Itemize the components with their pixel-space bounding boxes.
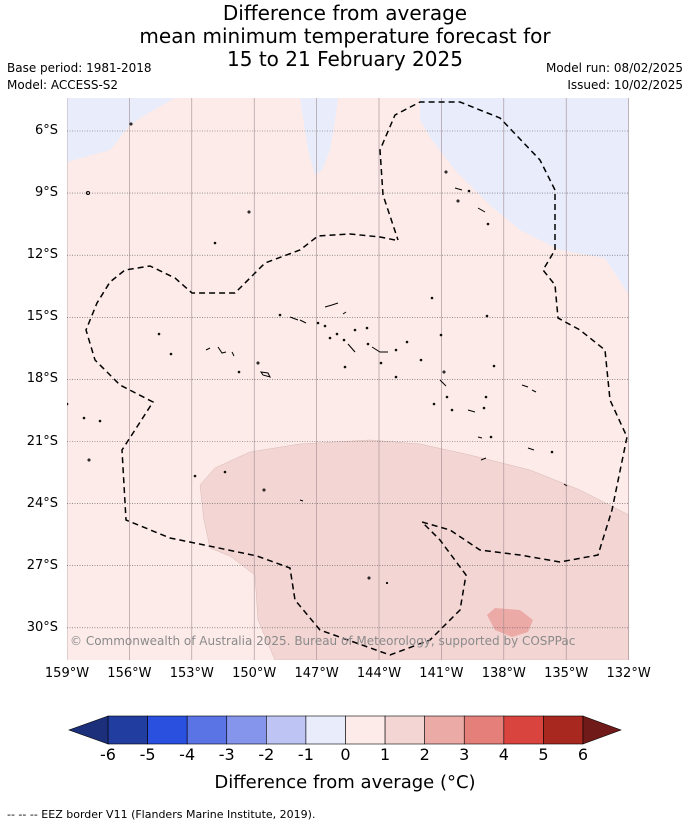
colorbar-under-arrow: [68, 715, 109, 745]
copyright-notice: © Commonwealth of Australia 2025. Bureau…: [70, 634, 576, 648]
latitude-label: 18°S: [26, 371, 58, 387]
latitude-label: 27°S: [26, 557, 58, 573]
longitude-label: 159°W: [44, 666, 90, 681]
eez-borders: [85, 101, 628, 656]
latitude-label: 9°S: [34, 185, 58, 201]
anomaly-region-2-3: [487, 608, 533, 637]
colorbar-tick-label: 3: [459, 745, 470, 764]
latitude-label: 21°S: [26, 433, 58, 449]
eez-legend-note: -- -- -- EEZ border V11 (Flanders Marine…: [7, 808, 316, 821]
latitude-label: 12°S: [26, 247, 58, 263]
longitude-label: 144°W: [356, 666, 402, 681]
colorbar-tick-label: 1: [379, 745, 391, 764]
colorbar-tick-label: 2: [419, 745, 430, 764]
longitude-label: 132°W: [606, 666, 651, 681]
islands: [67, 122, 568, 585]
issued-date: Issued: 10/02/2025: [567, 78, 683, 92]
colorbar-tick-label: 0: [340, 745, 351, 764]
meta-right: Model run: 08/02/2025 Issued: 10/02/2025: [546, 60, 683, 94]
colorbar-tick-label: -4: [179, 745, 196, 764]
latitude-label: 30°S: [26, 619, 58, 635]
colorbar-segment: [147, 715, 188, 745]
colorbar-tick-label: 4: [498, 745, 509, 764]
map-area: [67, 98, 629, 660]
colorbar-segment: [543, 715, 584, 745]
base-period: Base period: 1981-2018: [7, 61, 152, 75]
colorbar-segment: [463, 715, 505, 745]
colorbar-tick-label: -2: [258, 745, 275, 764]
model-run: Model run: 08/02/2025: [545, 61, 683, 75]
longitude-label: 147°W: [294, 666, 339, 681]
title-line-1: Difference from average: [222, 1, 468, 25]
anomaly-region-neg1-0-west: [67, 98, 338, 175]
colorbar-segment: [226, 715, 267, 745]
colorbar-segment: [305, 715, 346, 745]
latitude-label: 24°S: [26, 495, 58, 511]
colorbar-tick-label: 5: [538, 745, 549, 764]
colorbar-segment: [266, 715, 307, 745]
colorbar-tick-label: -6: [100, 745, 116, 764]
longitude-label: 150°W: [232, 666, 277, 681]
model-name: Model: ACCESS-S2: [7, 78, 119, 92]
colorbar-tick-label: -1: [297, 745, 314, 764]
colorbar-segment: [424, 715, 465, 745]
colorbar-tick-label: -5: [139, 745, 156, 764]
map-title: Difference from average mean minimum tem…: [0, 2, 690, 71]
meta-left: Base period: 1981-2018 Model: ACCESS-S2: [7, 60, 152, 94]
title-line-3: 15 to 21 February 2025: [227, 47, 463, 71]
graticule: [67, 98, 629, 660]
colorbar-segment: [186, 715, 228, 745]
colorbar-segment: [503, 715, 544, 745]
longitude-label: 141°W: [419, 666, 464, 681]
latitude-label: 6°S: [34, 123, 58, 138]
longitude-label: 135°W: [544, 666, 589, 681]
anomaly-region-neg1-0-east: [420, 98, 629, 295]
longitude-label: 138°W: [481, 666, 526, 681]
colorbar-segment: [107, 715, 148, 745]
colorbar-segment: [345, 715, 386, 745]
longitude-label: 153°W: [169, 666, 214, 681]
colorbar-tick-label: -3: [218, 745, 235, 764]
colorbar-segment: [384, 715, 425, 745]
title-line-2: mean minimum temperature forecast for: [139, 24, 551, 48]
colorbar-title: Difference from average (°C): [214, 772, 476, 793]
anomaly-region-1-2: [199, 439, 629, 660]
latitude-label: 15°S: [26, 309, 58, 325]
longitude-label: 156°W: [107, 666, 152, 681]
eez-border-west: [85, 101, 628, 656]
colorbar-over-arrow: [582, 715, 622, 745]
colorbar: [68, 715, 622, 745]
colorbar-tick-label: 6: [577, 745, 589, 764]
